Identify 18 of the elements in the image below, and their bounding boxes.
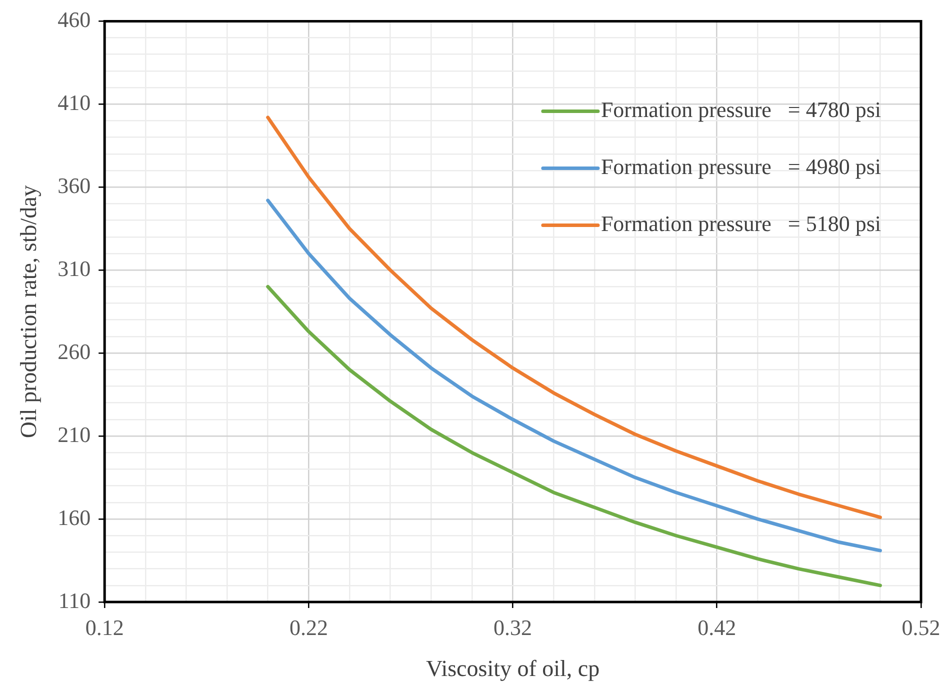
y-tick-label: 410 bbox=[58, 90, 91, 115]
y-tick-label: 360 bbox=[58, 172, 91, 198]
y-tick-label: 160 bbox=[58, 504, 91, 530]
y-tick-label: 460 bbox=[58, 6, 91, 32]
x-axis-title: Viscosity of oil, cp bbox=[426, 656, 600, 682]
y-axis-title: Oil production rate, stb/day bbox=[16, 184, 41, 438]
x-tick-label: 0.52 bbox=[902, 614, 940, 640]
x-tick-label: 0.32 bbox=[494, 614, 532, 640]
x-tick-label: 0.22 bbox=[289, 614, 328, 640]
legend-label: Formation pressure = 4780 psi bbox=[600, 96, 882, 122]
y-tick-label: 310 bbox=[58, 256, 91, 281]
x-tick-label: 0.12 bbox=[85, 614, 124, 640]
legend-label: Formation pressure = 5180 psi bbox=[600, 210, 882, 236]
legend-label: Formation pressure = 4980 psi bbox=[600, 154, 882, 179]
y-tick-label: 260 bbox=[58, 338, 91, 364]
y-tick-label: 210 bbox=[58, 422, 91, 447]
x-tick-label: 0.42 bbox=[698, 614, 736, 640]
y-tick-label: 110 bbox=[58, 588, 91, 613]
